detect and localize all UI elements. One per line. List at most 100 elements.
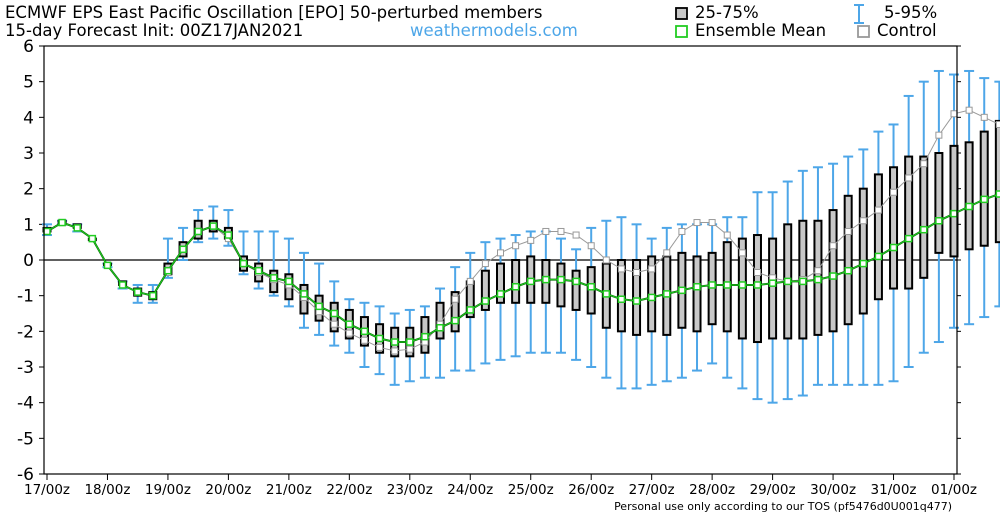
mean-point [58,218,66,227]
mean-point [708,281,716,289]
x-tick-label: 28/00z [689,482,735,498]
legend-mean-label: Ensemble Mean [695,21,827,40]
iqr-box [692,255,702,333]
mean-point [118,281,127,289]
y-tick-label: -3 [17,358,34,378]
mean-point [542,275,550,284]
mean-point [950,209,958,218]
iqr-box [768,237,778,340]
mean-point [88,234,97,243]
control-point [633,268,641,276]
iqr-box [496,262,505,304]
control-point [542,227,550,235]
control-point [723,231,731,239]
plot-frame [43,45,958,475]
control-point [920,160,928,168]
x-tick-label: 24/00z [447,482,493,498]
tos-notice: Personal use only according to our TOS (… [614,500,952,513]
control-point [965,106,973,114]
control-point [874,206,882,214]
control-point [890,188,898,196]
control-point [829,242,837,250]
control-point [935,131,943,139]
mean-line [46,193,1000,343]
y-tick-label: -1 [17,287,34,307]
control-point [844,227,852,235]
x-tick-label: 17/00z [24,482,70,498]
mean-point [421,332,429,341]
iqr-box [435,301,445,340]
mean-point [481,297,490,305]
mean-point [904,234,913,243]
control-point [617,265,625,273]
control-point [693,219,701,227]
mean-point [330,309,338,318]
mean-point [889,243,898,252]
mean-point [149,291,157,300]
mean-point [270,274,278,282]
mean-point [179,245,187,254]
mean-point [345,320,354,328]
mean-point [965,202,973,211]
mean-point [209,222,218,230]
mean-point [285,277,293,286]
mean-point [526,277,535,286]
y-tick-label: 0 [23,251,34,271]
control-point [512,242,520,250]
iqr-box [511,259,521,304]
mean-point [239,259,248,268]
mean-point [844,266,852,275]
mean-point [315,302,323,311]
iqr-box [843,194,853,326]
mean-point [632,297,641,305]
control-point [406,345,414,353]
x-tick-label: 26/00z [568,482,614,498]
control-point [648,265,656,273]
mean-point [572,277,580,286]
mean-point [829,272,837,280]
x-tick-label: 01/00z [931,482,977,498]
iqr-box [480,269,490,311]
control-point [572,231,580,239]
y-tick-label: 2 [23,180,34,200]
iqr-box [889,166,899,290]
y-tick-label: 5 [23,73,34,93]
iqr-box [556,262,566,308]
iqr-box [450,291,460,333]
x-tick-label: 21/00z [266,482,312,498]
control-point [376,343,384,351]
control-point [950,110,958,118]
y-tick-label: -6 [17,465,34,485]
mean-point [73,224,81,232]
forecast-init-label: 15-day Forecast Init: 00Z17JAN2021 [5,21,304,40]
control-point [738,249,746,257]
brand-link[interactable]: weathermodels.com [410,21,578,40]
mean-point [300,290,308,298]
iqr-box [904,155,914,290]
x-tick-label: 19/00z [145,482,191,498]
mean-point [647,293,656,302]
iqr-box [979,130,989,247]
mean-point [678,286,686,295]
control-point [602,256,610,264]
control-point [753,268,761,276]
legend-control-label: Control [877,21,937,40]
x-tick-label: 22/00z [326,482,372,498]
mean-point [587,283,595,291]
mean-point [799,277,807,286]
control-point [451,295,459,303]
control-point [557,227,565,235]
control-point [466,277,474,285]
x-tick-label: 27/00z [629,482,675,498]
control-point [345,329,353,337]
control-point [995,120,1000,128]
mean-point [814,275,822,284]
x-tick-label: 30/00z [810,482,856,498]
mean-point [103,261,112,270]
control-point [708,219,716,227]
mean-point [390,338,399,346]
y-tick-label: 6 [23,37,34,57]
mean-point [360,327,369,336]
mean-point [995,190,1000,198]
